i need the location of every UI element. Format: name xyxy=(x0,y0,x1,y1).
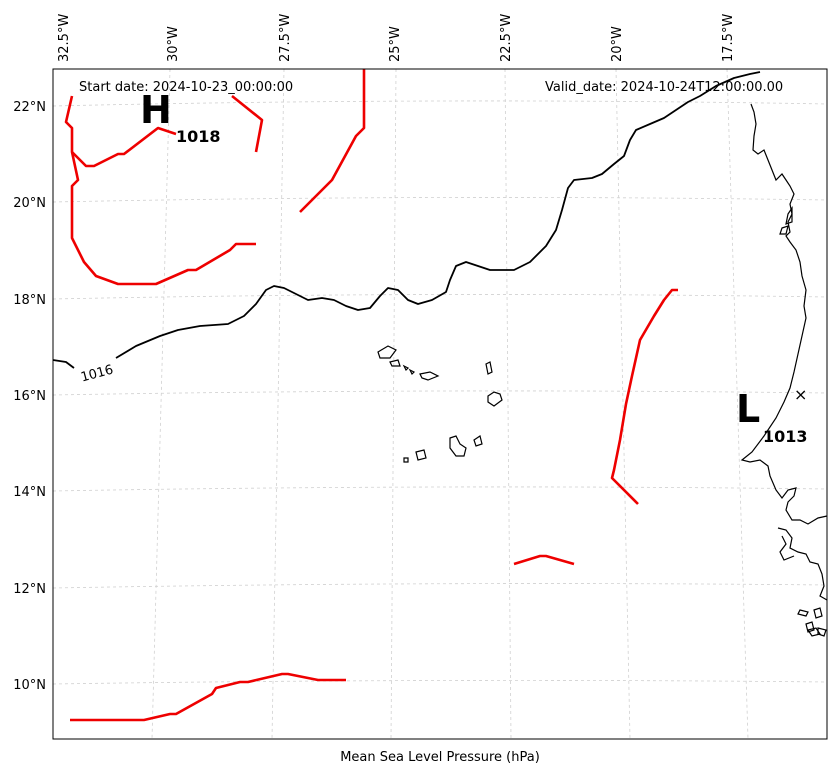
lat-label: 10°N xyxy=(13,678,46,693)
map-background xyxy=(53,69,827,739)
high-pressure-letter: H xyxy=(140,88,172,132)
isobar-upper-central xyxy=(231,94,264,153)
lat-label: 22°N xyxy=(13,100,46,115)
lon-label: 27.5°W xyxy=(278,14,293,62)
isobar-central-north xyxy=(299,69,366,213)
lat-label: 16°N xyxy=(13,389,46,404)
low-pressure-letter: L xyxy=(736,387,760,431)
lon-label: 17.5°W xyxy=(721,14,736,62)
lon-label: 25°W xyxy=(388,26,403,62)
isobar-north-west xyxy=(64,95,256,286)
isobar-south xyxy=(70,672,346,722)
longitude-labels: 32.5°W 30°W 27.5°W 25°W 22.5°W 20°W 17.5… xyxy=(57,14,736,62)
lon-label: 22.5°W xyxy=(499,14,514,62)
high-pressure-value: 1018 xyxy=(176,127,221,146)
graticule xyxy=(52,68,828,740)
lat-label: 14°N xyxy=(13,485,46,500)
isobars-red xyxy=(64,69,678,722)
cabo-verde-islands xyxy=(377,345,503,463)
low-pressure-marker: × xyxy=(794,385,807,404)
lat-label: 20°N xyxy=(13,196,46,211)
lat-label: 18°N xyxy=(13,293,46,308)
isobar-east xyxy=(610,288,678,505)
valid-date-label: Valid_date: 2024-10-24T12:00:00.00 xyxy=(545,80,783,95)
coastline-africa xyxy=(740,103,828,637)
lon-label: 32.5°W xyxy=(57,14,72,62)
lat-label: 12°N xyxy=(13,582,46,597)
latitude-labels: 22°N 20°N 18°N 16°N 14°N 12°N 10°N xyxy=(13,100,46,693)
isobar-high-ring xyxy=(71,126,177,168)
lon-label: 30°W xyxy=(166,26,181,62)
start-date-label: Start date: 2024-10-23_00:00:00 xyxy=(79,80,293,95)
low-pressure-value: 1013 xyxy=(763,427,808,446)
lon-label: 20°W xyxy=(610,26,625,62)
map-xlabel: Mean Sea Level Pressure (hPa) xyxy=(340,750,540,765)
map-frame xyxy=(52,68,828,740)
isobar-south-mid xyxy=(513,554,575,566)
isobar-1016 xyxy=(52,71,761,369)
